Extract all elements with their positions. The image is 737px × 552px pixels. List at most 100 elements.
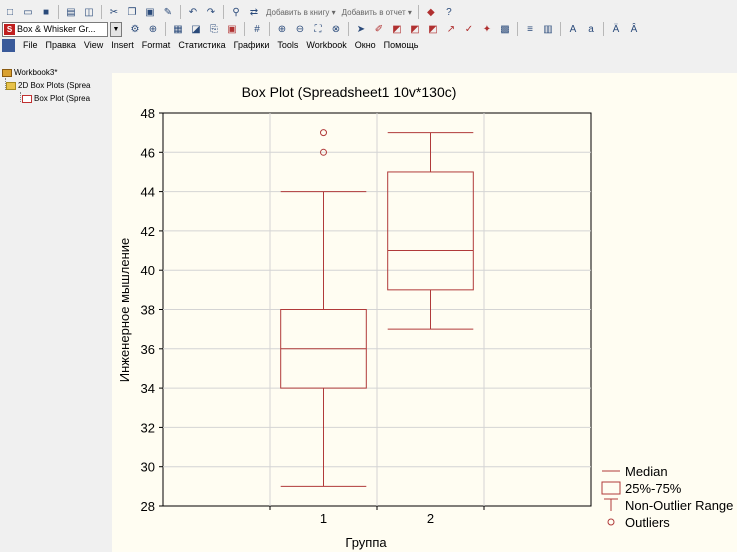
legend-label: Median (625, 464, 668, 479)
graph-color-icon[interactable]: ▣ (227, 23, 237, 35)
graph-icon (22, 94, 32, 103)
legend-outlier-swatch (607, 518, 615, 526)
toolbar-separator (101, 5, 102, 19)
align-icon[interactable]: ≡ (527, 23, 533, 35)
help-pointer-icon[interactable]: ? (446, 6, 452, 18)
print-preview-icon[interactable]: ◫ (84, 6, 94, 18)
menu-statistics[interactable]: Статистика (178, 40, 226, 50)
y-tick-label: 44 (141, 185, 155, 200)
menu-insert[interactable]: Insert (111, 40, 134, 50)
new-icon[interactable]: □ (6, 6, 14, 18)
brush-icon[interactable]: ✐ (374, 23, 384, 35)
text-style-1-icon[interactable]: Ä (612, 23, 620, 35)
menu-help[interactable]: Помощь (383, 40, 419, 50)
graph-type-value: Box & Whisker Gr... (17, 24, 96, 34)
y-axis: 28 30 32 34 36 38 40 42 44 46 48 (141, 106, 163, 514)
replace-icon[interactable]: ⇄ (249, 6, 259, 18)
graph-window[interactable]: Box Plot (Spreadsheet1 10v*130c) 28 30 32 3… (112, 73, 737, 552)
menu-edit[interactable]: Правка (45, 40, 76, 50)
find-icon[interactable]: ⚲ (232, 6, 240, 18)
graph-type-combo[interactable]: S Box & Whisker Gr... (2, 21, 108, 37)
y-tick-label: 38 (141, 303, 155, 318)
zoom-icon[interactable]: ⊕ (148, 23, 158, 35)
y-tick-label: 40 (141, 263, 155, 278)
paste-icon[interactable]: ▣ (145, 6, 155, 18)
chart-tool-5-icon[interactable]: ✓ (464, 23, 474, 35)
format-painter-icon[interactable]: ✎ (163, 6, 173, 18)
legend-label: 25%-75% (625, 481, 682, 496)
x-axis-label: Группа (345, 535, 387, 550)
legend-label: Non-Outlier Range (625, 498, 733, 513)
statistica-graph-icon: S (4, 23, 15, 35)
tree-item-label: Box Plot (Sprea (34, 94, 91, 103)
zoom-in-icon[interactable]: ⊕ (277, 23, 287, 35)
legend-label: Outliers (625, 515, 670, 530)
zoom-reset-icon[interactable]: ⊗ (331, 23, 341, 35)
box-plot-chart: Box Plot (Spreadsheet1 10v*130c) 28 30 32 3… (117, 84, 733, 550)
menu-window[interactable]: Окно (354, 40, 376, 50)
chart-tool-4-icon[interactable]: ↗ (446, 23, 456, 35)
toolbar-separator (517, 22, 518, 36)
toolbar-separator (165, 22, 166, 36)
y-tick-label: 32 (141, 420, 155, 435)
toolbar-separator (269, 22, 270, 36)
chart-tool-6-icon[interactable]: ✦ (482, 23, 492, 35)
save-icon[interactable]: ■ (42, 6, 50, 18)
chart-title: Box Plot (Spreadsheet1 10v*130c) (242, 84, 457, 100)
menu-graphs[interactable]: Графики (233, 40, 270, 50)
chart-tool-2-icon[interactable]: ◩ (410, 23, 420, 35)
print-icon[interactable]: ▤ (66, 6, 76, 18)
graph-options-icon[interactable]: ⚙ (130, 23, 140, 35)
menu-file[interactable]: File (23, 40, 38, 50)
menu-bar: File Правка View Insert Format Статистик… (0, 37, 737, 53)
outlier-point (320, 129, 327, 137)
grid (163, 113, 591, 506)
box-group-2 (387, 132, 474, 330)
pointer-icon[interactable]: ➤ (356, 23, 366, 35)
undo-icon[interactable]: ↶ (188, 6, 198, 18)
menu-tools[interactable]: Tools (277, 40, 299, 50)
graph-copy-icon[interactable]: ◪ (191, 23, 201, 35)
menu-view[interactable]: View (83, 40, 104, 50)
box-group-1 (280, 129, 367, 487)
legend-item: Non-Outlier Range (604, 498, 733, 513)
tree-item-graph[interactable]: Box Plot (Sprea (22, 94, 90, 103)
cut-icon[interactable]: ✂ (109, 6, 119, 18)
y-tick-label: 46 (141, 145, 155, 160)
font-smaller-icon[interactable]: a (588, 23, 594, 35)
copy-icon[interactable]: ❐ (127, 6, 137, 18)
x-tick-label: 2 (427, 511, 434, 526)
tree-item-label: Workbook3* (14, 68, 58, 77)
open-icon[interactable]: ▭ (23, 6, 33, 18)
chart-tool-3-icon[interactable]: ◩ (428, 23, 438, 35)
graph-layout-icon[interactable]: ▦ (173, 23, 183, 35)
redo-icon[interactable]: ↷ (206, 6, 216, 18)
outlier-point (320, 148, 327, 156)
app-icon[interactable] (2, 38, 15, 52)
graph-export-icon[interactable]: ⎘ (210, 23, 218, 35)
toolbar-separator (603, 22, 604, 36)
tools-icon[interactable]: ◆ (427, 6, 435, 18)
legend: Median 25%-75% Non-Outlier Range Outliers (601, 464, 733, 530)
add-to-report-button[interactable]: Добавить в отчет ▾ (340, 8, 414, 17)
zoom-fit-icon[interactable]: ⛶ (314, 23, 322, 35)
tree-item-workbook[interactable]: Workbook3* (2, 68, 57, 77)
font-larger-icon[interactable]: A (569, 23, 577, 35)
y-tick-label: 36 (141, 342, 155, 357)
text-style-2-icon[interactable]: Â (630, 23, 638, 35)
chart-tool-1-icon[interactable]: ◩ (392, 23, 402, 35)
y-tick-label: 28 (141, 499, 155, 514)
grid-icon[interactable]: # (254, 23, 260, 35)
table-icon[interactable]: ▥ (543, 23, 553, 35)
tree-item-folder[interactable]: 2D Box Plots (Sprea (6, 81, 90, 90)
legend-item: 25%-75% (601, 481, 682, 496)
toolbar-separator (244, 22, 245, 36)
chevron-down-icon[interactable]: ▼ (110, 21, 122, 37)
add-to-workbook-label: Добавить в книгу (266, 7, 330, 17)
zoom-out-icon[interactable]: ⊖ (295, 23, 305, 35)
menu-workbook[interactable]: Workbook (306, 40, 347, 50)
toolbar-separator (58, 5, 59, 19)
menu-format[interactable]: Format (141, 40, 171, 50)
add-to-workbook-button[interactable]: Добавить в книгу ▾ (264, 8, 338, 17)
chart-tool-7-icon[interactable]: ▩ (500, 23, 510, 35)
